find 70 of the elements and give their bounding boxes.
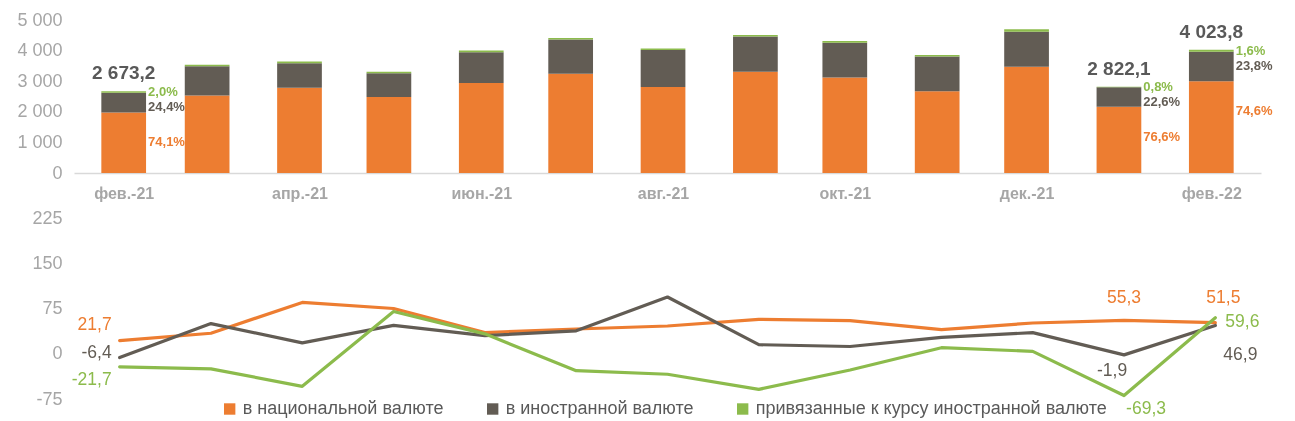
- legend-label: в иностранной валюте: [505, 398, 694, 418]
- data-label: -69,3: [1126, 397, 1166, 418]
- total-label: 2 673,2: [91, 62, 156, 84]
- bar: [1096, 87, 1142, 107]
- bar: [914, 91, 960, 173]
- y-tick-label: 1 000: [17, 131, 63, 152]
- annotation: 74,6%: [1235, 103, 1273, 119]
- bar: [458, 83, 504, 173]
- bar: [1096, 106, 1142, 173]
- y-tick-label: 0: [52, 343, 63, 364]
- y-tick-label: -75: [36, 388, 63, 409]
- bar: [277, 87, 322, 173]
- bar: [184, 66, 230, 96]
- bar: [101, 112, 147, 173]
- annotation: 74,1%: [148, 134, 186, 150]
- bar: [277, 63, 322, 88]
- bar: [366, 97, 412, 173]
- x-tick-label: июн.-21: [451, 184, 513, 202]
- bar: [822, 42, 868, 78]
- data-label: 46,9: [1223, 344, 1258, 365]
- y-tick-label: 3 000: [17, 70, 63, 91]
- x-tick-label: фев.-21: [94, 184, 155, 202]
- annotation: 0,8%: [1143, 78, 1174, 94]
- legend-label: привязанные к курсу иностранной валюте: [755, 398, 1107, 418]
- data-label: -21,7: [71, 368, 112, 389]
- x-tick-label: апр.-21: [272, 184, 329, 202]
- bar: [640, 49, 686, 88]
- line-series: [118, 309, 1217, 398]
- annotation: 76,6%: [1143, 128, 1181, 144]
- bar: [640, 87, 686, 173]
- x-tick-label: окт.-21: [819, 184, 872, 202]
- bar: [548, 73, 594, 173]
- x-tick-label: авг.-21: [637, 184, 690, 202]
- total-label: 4 023,8: [1179, 20, 1244, 42]
- y-tick-label: 5 000: [17, 9, 63, 30]
- y-tick-label: 225: [32, 207, 63, 228]
- y-tick-label: 75: [42, 298, 63, 318]
- y-tick-label: 2 000: [17, 101, 63, 122]
- x-tick-label: фев.-22: [1181, 184, 1242, 202]
- bar: [1188, 51, 1234, 82]
- data-label: 59,6: [1225, 310, 1260, 331]
- bar: [733, 71, 778, 173]
- bar: [548, 39, 594, 74]
- y-tick-label: 4 000: [17, 40, 63, 61]
- data-label: 21,7: [77, 313, 112, 334]
- data-label: 51,5: [1206, 286, 1241, 307]
- y-tick-label: 150: [32, 252, 63, 273]
- annotation: 24,4%: [148, 99, 186, 115]
- bar: [1004, 31, 1049, 67]
- bar: [366, 73, 412, 98]
- bar: [101, 92, 147, 113]
- bar: [1004, 66, 1049, 173]
- data-label: -6,4: [81, 341, 112, 362]
- bar: [822, 77, 868, 173]
- total-label: 2 822,1: [1087, 57, 1152, 79]
- annotation: 1,6%: [1235, 42, 1266, 58]
- data-label: -1,9: [1096, 359, 1128, 380]
- y-tick-label: 0: [52, 162, 63, 183]
- data-label: 55,3: [1107, 287, 1142, 308]
- bar: [1188, 81, 1234, 173]
- annotation: 23,8%: [1235, 58, 1273, 74]
- bar: [733, 36, 778, 72]
- x-tick-label: дек.-21: [999, 184, 1055, 202]
- annotation: 2,0%: [148, 84, 179, 100]
- bar: [914, 56, 960, 92]
- legend-label: в национальной валюте: [242, 398, 444, 418]
- bar: [184, 95, 230, 173]
- annotation: 22,6%: [1143, 93, 1181, 109]
- bar: [1004, 29, 1049, 32]
- bar: [458, 52, 504, 84]
